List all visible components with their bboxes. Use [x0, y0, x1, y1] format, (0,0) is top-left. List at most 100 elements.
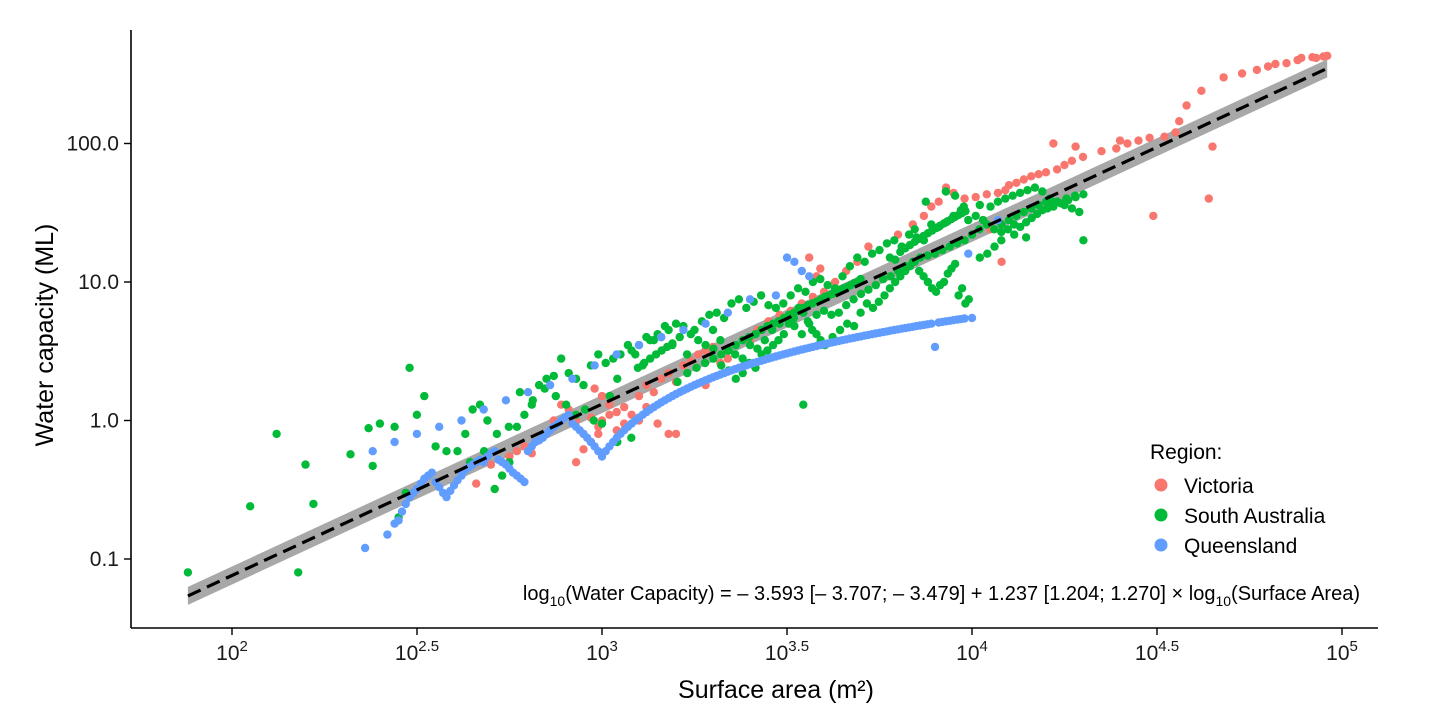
- data-point: [964, 295, 973, 304]
- data-point: [364, 424, 373, 433]
- data-point: [612, 407, 621, 417]
- data-point: [1297, 53, 1306, 63]
- x-tick-label: 102.5: [395, 638, 439, 665]
- data-point: [1060, 160, 1069, 170]
- data-point: [627, 346, 636, 355]
- data-point: [579, 445, 588, 454]
- y-axis-title: Water capacity (ML): [31, 224, 59, 447]
- data-point: [849, 295, 858, 304]
- data-point: [551, 391, 560, 401]
- data-point: [375, 419, 385, 428]
- data-point: [294, 568, 303, 577]
- data-point: [845, 262, 855, 271]
- data-point: [420, 391, 429, 401]
- data-point: [664, 325, 673, 335]
- data-point: [786, 291, 795, 300]
- data-point: [468, 405, 477, 414]
- data-point: [368, 447, 377, 456]
- data-point: [520, 477, 529, 487]
- data-point: [1079, 236, 1088, 245]
- data-point: [799, 400, 808, 409]
- data-point: [1021, 233, 1031, 242]
- data-point: [793, 284, 803, 293]
- data-point: [1263, 62, 1273, 71]
- data-point: [590, 361, 599, 370]
- data-point: [634, 340, 644, 350]
- data-point: [390, 422, 399, 431]
- x-tick-label: 103.5: [765, 638, 809, 665]
- data-point: [401, 499, 410, 509]
- regression-equation: log10(Water Capacity) = – 3.593 [– 3.707…: [523, 583, 1360, 609]
- data-point: [520, 410, 529, 419]
- data-point: [1004, 181, 1014, 190]
- data-point: [886, 272, 895, 281]
- x-axis-title: Surface area (m²): [678, 676, 874, 704]
- data-point: [649, 388, 658, 397]
- data-point: [1160, 132, 1169, 141]
- data-point: [716, 336, 725, 345]
- data-point: [756, 291, 766, 300]
- data-point: [597, 419, 607, 428]
- data-point: [1219, 73, 1228, 82]
- legend-key: [1154, 478, 1168, 492]
- legend-key: [1154, 538, 1168, 552]
- data-point: [727, 299, 736, 308]
- data-point: [812, 310, 821, 319]
- data-point: [561, 400, 571, 409]
- data-point: [819, 306, 829, 315]
- data-point: [779, 330, 788, 339]
- data-point: [442, 447, 451, 456]
- data-point: [927, 319, 936, 328]
- data-point: [923, 277, 933, 287]
- data-point: [724, 346, 733, 355]
- data-point: [483, 416, 492, 425]
- data-point: [731, 374, 740, 383]
- data-point: [803, 317, 812, 326]
- data-point: [843, 319, 852, 328]
- data-point: [664, 429, 673, 439]
- x-tick-label: 102: [216, 638, 248, 665]
- y-tick-label: 1.0: [90, 410, 119, 433]
- data-point: [594, 429, 603, 439]
- data-point: [1012, 178, 1021, 187]
- data-point: [686, 330, 695, 339]
- data-point: [967, 313, 977, 323]
- data-point: [771, 303, 781, 313]
- data-point: [867, 249, 877, 258]
- data-point: [919, 272, 928, 281]
- x-tick-label: 105: [1326, 638, 1358, 665]
- data-point: [986, 202, 995, 211]
- x-tick-label: 103: [586, 638, 618, 665]
- data-point: [816, 274, 825, 284]
- data-point: [1001, 194, 1010, 203]
- data-point: [923, 251, 932, 260]
- data-point: [957, 284, 967, 293]
- data-point: [930, 342, 940, 352]
- data-point: [871, 280, 880, 290]
- data-point: [594, 350, 603, 359]
- data-point: [1149, 211, 1158, 221]
- data-point: [745, 295, 755, 304]
- data-point: [246, 502, 255, 511]
- data-point: [1027, 172, 1036, 181]
- legend: Region: Victoria South Australia Queenslan…: [1150, 441, 1326, 558]
- data-point: [790, 257, 799, 266]
- data-point: [633, 363, 643, 372]
- data-point: [512, 447, 522, 456]
- data-point: [975, 253, 984, 262]
- data-point: [694, 336, 703, 345]
- data-point: [472, 479, 481, 488]
- data-point: [435, 422, 444, 431]
- data-point: [816, 264, 825, 273]
- data-point: [997, 236, 1006, 245]
- data-point: [939, 277, 949, 287]
- data-point: [1019, 175, 1028, 184]
- data-point: [990, 242, 999, 251]
- data-point: [751, 330, 760, 339]
- data-point: [390, 437, 399, 447]
- data-point: [760, 336, 769, 345]
- data-point: [1070, 191, 1080, 200]
- data-point: [801, 287, 810, 296]
- y-tick-label: 0.1: [90, 548, 119, 571]
- data-point: [549, 371, 558, 381]
